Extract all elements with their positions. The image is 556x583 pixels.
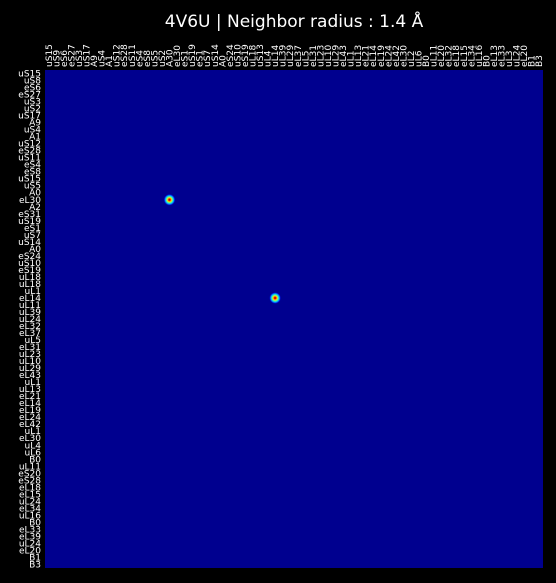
y-tick-label: B3 <box>29 561 41 571</box>
heatmap-area <box>45 70 543 568</box>
y-tick-labels: uS15uS8eS6eS27uS3uS2uS17A9uS4A1uS12eS28u… <box>18 70 41 571</box>
x-tick-label: B3 <box>535 55 545 67</box>
heatmap-hotspot <box>164 194 176 206</box>
heatmap-hotspot <box>269 292 281 304</box>
chart-title: 4V6U | Neighbor radius : 1.4 Å <box>165 10 424 32</box>
x-tick-labels: uS15uS9eS6eS27uS3uS17A9uS4A1uS12eS28uS11… <box>45 44 545 67</box>
